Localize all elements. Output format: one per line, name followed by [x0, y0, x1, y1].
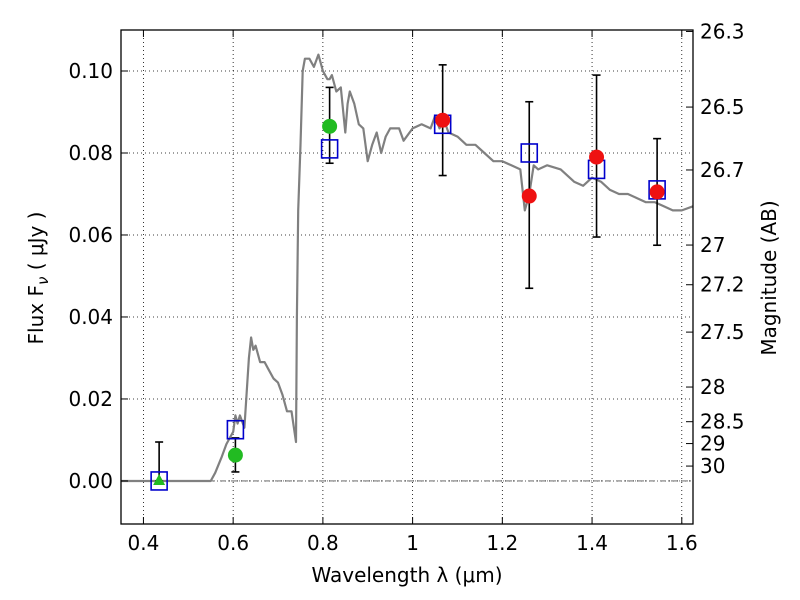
- y-tick-label: 0.04: [68, 305, 113, 329]
- nir-detection-marker: [589, 149, 605, 165]
- x-tick-label: 1.4: [576, 531, 608, 555]
- nir-detection-marker: [435, 112, 451, 128]
- y-axis-label-unit: ( μJy ): [24, 212, 48, 277]
- y2-tick-label: 27.5: [700, 320, 745, 344]
- model-square-marker: [320, 139, 339, 159]
- optical-detection-marker: [227, 447, 243, 463]
- model-square-marker: [226, 419, 245, 440]
- y-tick-label: 0.02: [68, 387, 113, 411]
- y2-tick-label: 26.5: [700, 95, 745, 119]
- x-tick-label: 0.6: [217, 531, 249, 555]
- y-axis-label-text: Flux F: [24, 285, 48, 344]
- y-axis-label: Flux Fν ( μJy ): [24, 212, 52, 345]
- x-tick-label: 1: [406, 531, 419, 555]
- y2-tick-label: 26.7: [700, 158, 745, 182]
- y2-tick-label: 30: [700, 454, 725, 478]
- plot-background: [121, 30, 693, 524]
- y2-tick-label: 28.5: [700, 410, 745, 434]
- nir-detection-marker: [649, 184, 665, 200]
- x-tick-label: 1.2: [486, 531, 518, 555]
- y2-tick-label: 29: [700, 432, 725, 456]
- y-tick-label: 0.06: [68, 223, 113, 247]
- x-tick-label: 0.8: [307, 531, 339, 555]
- y-tick-label: 0.00: [68, 469, 113, 493]
- optical-detection-marker: [322, 118, 338, 134]
- x-axis-label: Wavelength λ (μm): [311, 563, 502, 587]
- model-square-marker: [150, 471, 168, 491]
- model-square-marker: [520, 143, 539, 163]
- nir-detection-marker: [521, 188, 537, 204]
- y-axis-label-subscript: ν: [34, 277, 52, 285]
- y-tick-label: 0.10: [68, 59, 113, 83]
- plot-frame: [120, 29, 694, 525]
- marker-layer: [150, 64, 666, 491]
- y2-tick-label: 28: [700, 375, 725, 399]
- sed-model-curve: [121, 53, 693, 483]
- y2-axis-label: Magnitude (AB): [757, 200, 781, 355]
- y-tick-label: 0.08: [68, 141, 113, 165]
- x-tick-label: 0.4: [128, 531, 160, 555]
- y2-tick-label: 27: [700, 233, 725, 257]
- tick-layer: 0.4 0.6 0.8 1 1.2 1.4 1.6 0.00 0.02 0.04 0.06 0.08 0…: [68, 19, 744, 555]
- y2-tick-label: 26.3: [700, 19, 745, 43]
- optical-limit-marker: [153, 473, 166, 485]
- sed-model-layer: [121, 53, 693, 483]
- x-tick-label: 1.6: [666, 531, 698, 555]
- y2-tick-label: 27.2: [700, 273, 745, 297]
